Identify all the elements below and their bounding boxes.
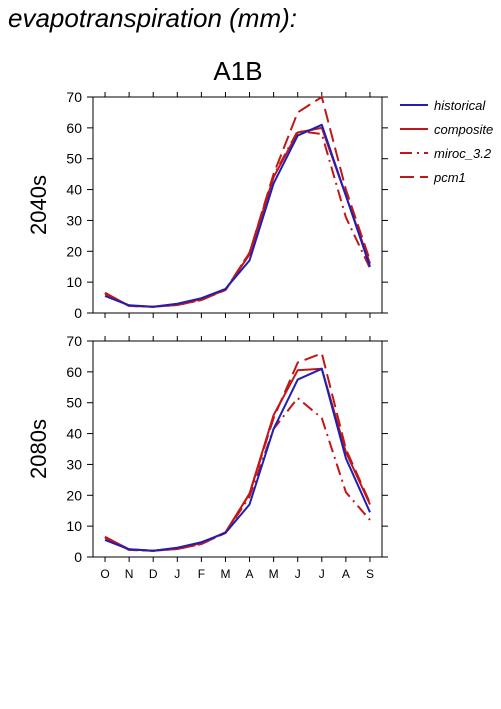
legend: historical composite miroc_3.2 pcm1 bbox=[400, 98, 493, 185]
y-tick-label: 40 bbox=[66, 426, 82, 442]
panel-title: A1B bbox=[213, 56, 262, 86]
y-tick-label: 0 bbox=[74, 549, 82, 565]
y-tick-label: 30 bbox=[66, 456, 82, 472]
y-tick-label: 40 bbox=[66, 182, 82, 198]
x-tick-label: M bbox=[269, 567, 279, 581]
y-tick-label: 70 bbox=[66, 89, 82, 105]
x-tick-label: A bbox=[246, 567, 254, 581]
y-tick-label: 20 bbox=[66, 487, 82, 503]
y-tick-label: 10 bbox=[66, 274, 82, 290]
x-tick-label: F bbox=[198, 567, 205, 581]
series-line-miroc-3-2 bbox=[104, 129, 371, 308]
plot-frame bbox=[92, 96, 383, 314]
x-tick-label: J bbox=[295, 567, 301, 581]
panel-2040s: 0 10 20 30 40 50 60 70 2040s bbox=[26, 89, 388, 321]
series-line-historical bbox=[104, 123, 371, 308]
x-tick-label: S bbox=[366, 567, 374, 581]
x-tick-label: O bbox=[100, 567, 109, 581]
y-tick-label: 50 bbox=[66, 395, 82, 411]
y-tick-label: 60 bbox=[66, 120, 82, 136]
x-tick-label: A bbox=[342, 567, 350, 581]
legend-label: pcm1 bbox=[433, 170, 466, 185]
series-line-miroc-3-2 bbox=[104, 397, 371, 552]
y-tick-label: 50 bbox=[66, 151, 82, 167]
series-line-historical bbox=[104, 367, 371, 552]
y-tick-label: 0 bbox=[74, 305, 82, 321]
x-tick-label: D bbox=[149, 567, 158, 581]
series-line-composite bbox=[104, 126, 371, 308]
y-tick-label: 30 bbox=[66, 212, 82, 228]
y-axis-label: 2040s bbox=[26, 175, 51, 235]
plot-frame bbox=[92, 340, 383, 558]
y-tick-label: 70 bbox=[66, 333, 82, 349]
x-tick-label: N bbox=[125, 567, 134, 581]
x-tick-label: J bbox=[319, 567, 325, 581]
x-tick-label: J bbox=[174, 567, 180, 581]
x-tick-label: M bbox=[220, 567, 230, 581]
series-line-composite bbox=[104, 367, 371, 552]
panel-2080s: 0 10 20 30 40 50 60 70 O N D J F M A M J J A S 2080s bbox=[26, 333, 388, 581]
page-title: evapotranspiration (mm): bbox=[8, 3, 297, 33]
y-tick-label: 20 bbox=[66, 243, 82, 259]
legend-label: composite bbox=[434, 122, 493, 137]
y-tick-label: 10 bbox=[66, 518, 82, 534]
y-tick-label: 60 bbox=[66, 364, 82, 380]
legend-label: miroc_3.2 bbox=[434, 146, 492, 161]
legend-label: historical bbox=[434, 98, 486, 113]
series-line-pcm1 bbox=[104, 352, 371, 552]
y-axis-label: 2080s bbox=[26, 419, 51, 479]
